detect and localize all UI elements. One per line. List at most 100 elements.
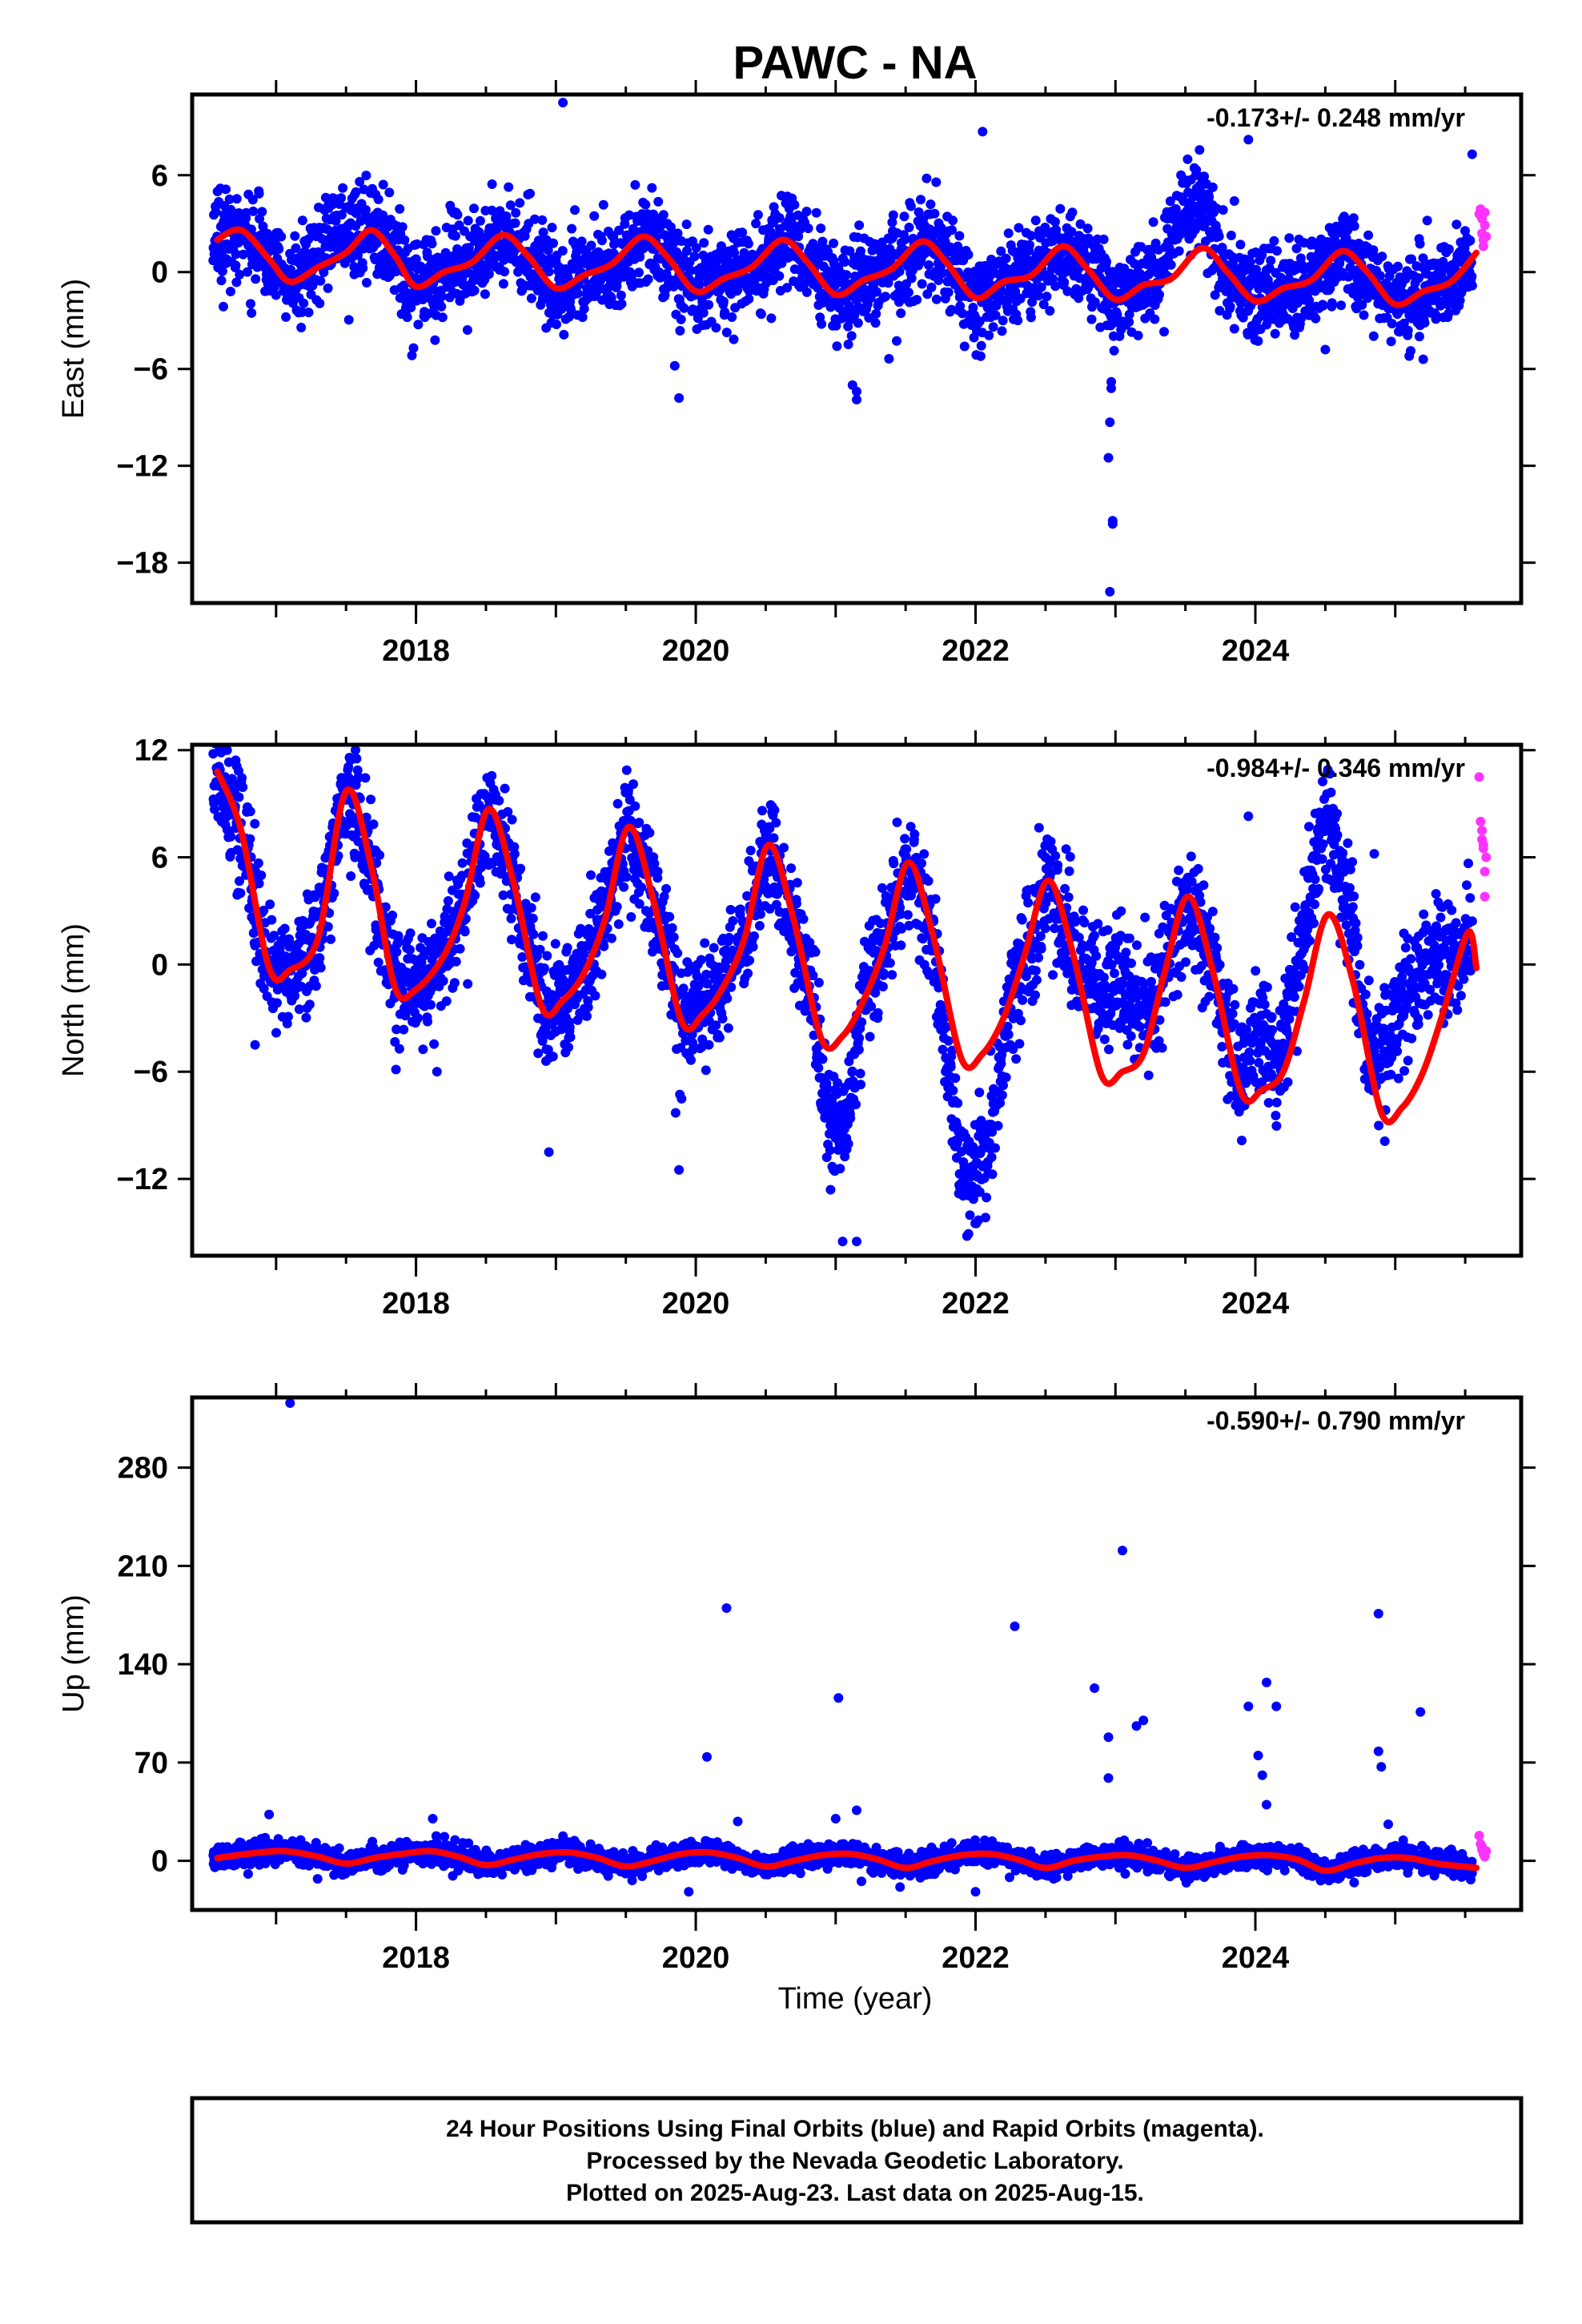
- north-final-point: [391, 1024, 402, 1035]
- east-final-point: [729, 334, 739, 344]
- east-outlier-point: [1103, 452, 1114, 463]
- east-final-point: [974, 316, 985, 327]
- east-outlier-point: [558, 98, 568, 108]
- north-final-point: [608, 842, 619, 853]
- east-final-point: [616, 299, 627, 309]
- east-final-point: [864, 312, 874, 323]
- east-final-point: [484, 269, 494, 279]
- north-final-point: [427, 919, 436, 929]
- east-final-point: [1143, 269, 1154, 279]
- east-final-point: [510, 218, 520, 228]
- east-final-point: [570, 205, 580, 215]
- north-final-point: [500, 783, 510, 794]
- east-final-point: [1363, 230, 1374, 240]
- north-final-point: [787, 937, 797, 947]
- north-final-point: [749, 931, 759, 941]
- east-final-point: [424, 308, 434, 319]
- east-final-point: [1112, 309, 1122, 320]
- north-final-point: [535, 944, 545, 955]
- east-final-point: [1176, 229, 1186, 239]
- north-final-point: [250, 818, 260, 829]
- east-final-point: [423, 251, 432, 262]
- north-final-point: [449, 978, 460, 988]
- north-final-point: [612, 902, 622, 912]
- east-final-point: [1467, 280, 1477, 291]
- east-final-point: [501, 211, 512, 221]
- east-final-point: [564, 312, 574, 322]
- east-final-point: [211, 207, 221, 217]
- east-final-point: [589, 211, 600, 221]
- east-final-point: [1465, 235, 1476, 246]
- east-final-point: [1431, 311, 1441, 321]
- east-fit-curve: [214, 226, 1480, 308]
- east-final-point: [1229, 324, 1239, 334]
- north-final-point: [700, 938, 710, 948]
- north-final-point: [235, 888, 246, 899]
- north-final-point: [399, 1024, 409, 1035]
- north-final-point: [507, 935, 516, 945]
- north-final-point: [542, 951, 552, 961]
- east-final-point: [323, 283, 333, 293]
- east-y-tick-label: 0: [151, 256, 168, 290]
- north-final-point: [688, 1044, 698, 1055]
- east-final-point: [1170, 203, 1181, 214]
- north-final-point: [754, 921, 765, 931]
- north-final-point: [253, 858, 263, 868]
- east-final-point: [926, 199, 936, 210]
- north-final-point: [755, 909, 765, 919]
- north-final-point: [792, 878, 802, 888]
- east-final-point: [1291, 243, 1302, 254]
- east-final-point: [406, 303, 416, 312]
- east-final-point: [1074, 273, 1085, 283]
- east-final-point: [480, 289, 490, 300]
- east-rapid-points: [1474, 204, 1492, 251]
- east-final-point: [1045, 306, 1055, 316]
- north-final-point: [677, 1094, 687, 1104]
- east-final-point: [801, 207, 812, 217]
- east-final-point: [257, 207, 267, 217]
- east-y-tick-label: −6: [134, 353, 168, 387]
- east-final-point: [635, 251, 645, 262]
- north-final-point: [311, 981, 321, 991]
- east-final-point: [658, 210, 669, 220]
- north-final-point: [528, 913, 538, 923]
- east-final-point: [487, 179, 497, 189]
- east-final-point: [1443, 244, 1454, 255]
- east-outlier-point: [1418, 354, 1428, 364]
- east-final-point: [892, 336, 901, 346]
- north-final-point: [709, 943, 719, 953]
- east-final-point: [427, 239, 437, 249]
- north-final-point: [702, 979, 713, 989]
- east-final-point: [899, 211, 909, 222]
- north-final-point: [301, 1012, 311, 1023]
- east-final-point: [943, 287, 954, 297]
- east-final-point: [916, 195, 926, 205]
- north-final-point: [400, 1011, 411, 1021]
- east-final-point: [436, 301, 447, 312]
- east-final-point: [431, 226, 441, 236]
- east-final-point: [1311, 313, 1321, 324]
- east-final-point: [247, 195, 258, 205]
- north-final-point: [810, 947, 821, 957]
- east-final-point: [930, 208, 940, 219]
- east-final-point: [906, 273, 917, 283]
- east-final-point: [1418, 253, 1428, 263]
- north-final-point: [520, 962, 531, 972]
- north-final-point: [235, 876, 244, 887]
- north-final-point: [798, 914, 809, 924]
- east-final-point: [362, 278, 371, 287]
- east-final-point: [538, 227, 548, 238]
- east-final-point: [1415, 239, 1425, 249]
- east-final-point: [577, 312, 588, 323]
- north-final-point: [509, 849, 520, 859]
- east-final-point: [1086, 314, 1097, 324]
- east-outlier-point: [674, 393, 685, 403]
- east-final-point: [336, 210, 347, 220]
- east-final-point: [1210, 290, 1220, 300]
- east-final-point: [1025, 239, 1034, 250]
- east-final-point: [224, 194, 235, 204]
- north-final-point: [565, 1032, 576, 1043]
- north-final-point: [711, 1020, 721, 1031]
- north-final-point: [245, 806, 255, 817]
- east-final-point: [737, 227, 748, 238]
